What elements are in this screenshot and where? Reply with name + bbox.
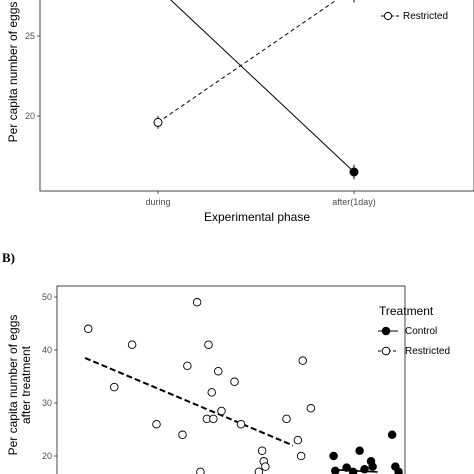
panel-b-legend: Treatment Control Restricted	[378, 304, 450, 357]
restricted-point	[207, 388, 216, 397]
restricted-series-line	[157, 0, 338, 123]
panel-b-points	[83, 298, 403, 474]
panel-a-x-ticks: during after(1day)	[145, 191, 376, 207]
legend-control-marker	[381, 326, 391, 336]
panel-b-frame	[56, 285, 406, 474]
panel-a-series	[153, 0, 359, 180]
restricted-point	[109, 382, 119, 392]
control-point	[368, 462, 377, 471]
panel-a-y-tick-label: 25	[25, 31, 35, 41]
panel-a-legend: Restricted	[381, 11, 448, 22]
restricted-point	[282, 414, 291, 424]
panel-a-x-axis-label: Experimental phase	[204, 210, 310, 224]
restricted-point	[209, 414, 218, 424]
control-point	[349, 167, 359, 177]
restricted-point	[261, 462, 270, 471]
control-point	[387, 430, 397, 440]
restricted-point	[196, 467, 205, 474]
panel-b-y-tick-label: 20	[42, 451, 52, 461]
panel-a-x-tick-label: during	[145, 197, 170, 207]
restricted-point	[257, 446, 267, 455]
restricted-point	[153, 117, 163, 127]
control-point	[331, 466, 340, 474]
restricted-point	[230, 377, 239, 387]
panel-b-y-tick-label: 40	[42, 345, 52, 355]
restricted-trend-line	[84, 357, 294, 447]
restricted-point	[217, 406, 226, 416]
restricted-point	[213, 366, 223, 376]
legend-restricted-marker	[383, 11, 393, 21]
restricted-point	[83, 324, 93, 334]
control-point	[329, 451, 338, 461]
restricted-point	[204, 340, 213, 349]
panel-a-y-axis-label: Per capita number of eggs	[6, 2, 20, 143]
legend-restricted-label: Restricted	[403, 11, 448, 22]
control-point	[394, 467, 403, 474]
restricted-point	[236, 419, 246, 429]
restricted-point	[152, 419, 161, 429]
restricted-point	[192, 298, 202, 307]
panel-a-frame	[39, 0, 474, 192]
panel-b-tag: B)	[2, 250, 15, 265]
control-point	[348, 467, 358, 474]
panel-b-y-ticks: 20 30 40 50	[42, 292, 57, 461]
control-series-line	[170, 0, 355, 173]
restricted-point	[183, 361, 192, 371]
panel-b-y-tick-label: 30	[42, 398, 52, 408]
restricted-point	[296, 451, 306, 461]
restricted-point	[306, 404, 316, 413]
legend-control-label: Control	[405, 326, 437, 337]
control-point	[355, 446, 364, 455]
panel-b-y-axis-label: Per capita number of eggs	[6, 315, 20, 456]
legend-restricted-label: Restricted	[405, 346, 450, 357]
restricted-point	[254, 467, 264, 474]
restricted-point	[298, 356, 308, 365]
legend-restricted-marker	[381, 346, 391, 356]
panel-b-y-axis-label-2: after treatment	[19, 345, 33, 424]
control-point	[360, 465, 369, 474]
control-point	[342, 463, 351, 472]
restricted-point	[127, 340, 137, 349]
restricted-point	[178, 430, 187, 440]
panel-b-y-tick-label: 50	[42, 292, 52, 302]
panel-a-x-tick-label: after(1day)	[332, 197, 376, 207]
panel-b: B) 20 30 40 50 Per capita number of eggs af…	[2, 250, 450, 474]
panel-a-y-tick-label: 20	[25, 111, 35, 121]
legend-title: Treatment	[379, 304, 434, 318]
restricted-point	[293, 435, 303, 445]
